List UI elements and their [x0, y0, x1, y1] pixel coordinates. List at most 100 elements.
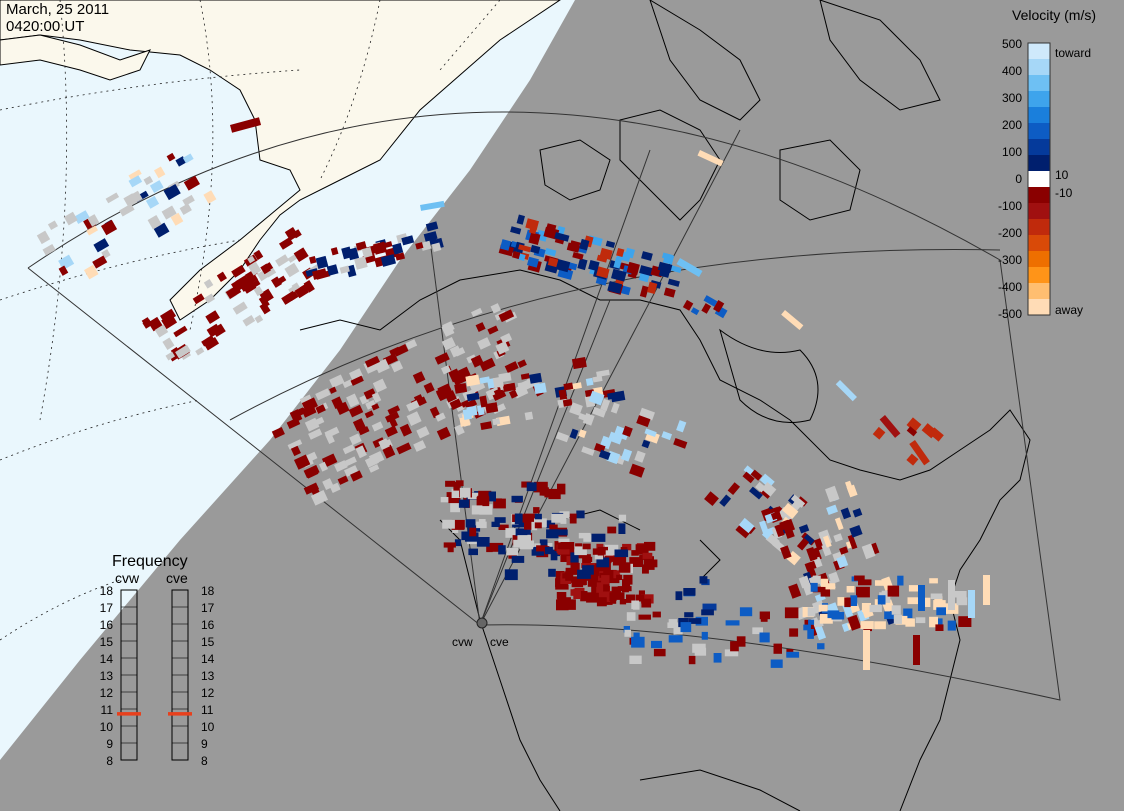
radar-echo-cell: [534, 513, 542, 520]
radar-echo-cell: [861, 603, 871, 612]
frequency-tick-label: 10: [201, 720, 215, 734]
radar-echo-cell: [523, 513, 537, 522]
radar-echo-cell: [288, 291, 299, 302]
radar-echo-cell: [570, 558, 579, 567]
radar-echo-cell: [289, 409, 303, 423]
radar-echo-cell: [521, 481, 532, 488]
radar-echo-cell: [891, 605, 901, 615]
radar-echo-cell: [582, 565, 594, 575]
frequency-tick-label: 15: [201, 635, 215, 649]
radar-echo-cell: [293, 247, 309, 263]
radar-echo-cell: [559, 511, 570, 519]
radar-echo-cell: [275, 254, 290, 267]
radar-echo-cell: [913, 635, 920, 665]
radar-echo-cell: [860, 621, 874, 630]
radar-echo-cell: [203, 190, 217, 204]
radar-echo-cell: [749, 486, 763, 500]
radar-echo-cell: [477, 337, 491, 350]
radar-echo-cell: [530, 522, 538, 531]
frequency-legend: Frequency cvw cve 18 18 17 17 16 16 15 15 14 14 13…: [100, 553, 215, 768]
radar-echo-cell: [948, 580, 955, 610]
radar-echo-cell: [449, 398, 463, 411]
radar-echo-cell: [930, 593, 943, 599]
radar-echo-cell: [909, 440, 930, 466]
radar-echo-cell: [514, 513, 523, 525]
radar-echo-cell: [544, 223, 557, 236]
radar-echo-cell: [143, 175, 154, 186]
radar-echo-cell: [216, 271, 227, 283]
radar-echo-cell: [443, 542, 456, 548]
radar-echo-cell: [569, 428, 579, 440]
radar-echo-cell: [644, 556, 654, 568]
radar-echo-cell: [587, 575, 597, 587]
radar-echo-cell: [530, 244, 541, 254]
radar-echo-cell: [784, 607, 799, 619]
radar-echo-cell: [727, 482, 741, 496]
radar-echo-cell: [42, 243, 56, 256]
radar-echo-cell: [448, 493, 461, 504]
radar-echo-cell: [334, 460, 348, 472]
radar-echo-cell: [308, 428, 323, 440]
radar-echo-cell: [364, 410, 374, 419]
radar-sites: cvw cve: [452, 617, 509, 649]
radar-echo-cell: [846, 586, 855, 593]
radar-echo-cell: [204, 293, 216, 304]
radar-echo-cell: [487, 325, 499, 335]
radar-echo-cell: [179, 203, 192, 215]
radar-echo-cell: [517, 381, 529, 391]
radar-echo-cell: [389, 346, 401, 357]
radar-echo-cell: [725, 620, 740, 626]
radar-echo-cell: [567, 599, 576, 610]
radar-echo-cell: [631, 550, 639, 556]
radar-echo-cell: [335, 401, 350, 416]
radar-echo-cell: [511, 495, 523, 503]
radar-echo-cell: [759, 520, 769, 534]
radar-echo-cell: [511, 555, 525, 563]
radar-echo-cell: [929, 578, 938, 584]
radar-echo-cell: [618, 514, 627, 522]
radar-echo-cell: [529, 372, 543, 384]
radar-echo-cell: [294, 284, 309, 299]
radar-echo-cell: [781, 309, 804, 331]
velocity-tick-label: -100: [998, 199, 1022, 213]
radar-echo-cell: [555, 431, 570, 443]
radar-echo-cell: [566, 556, 573, 566]
radar-echo-cell: [249, 279, 261, 290]
radar-echo-cell: [702, 603, 717, 611]
radar-echo-cell: [661, 431, 673, 441]
radar-echo-cell: [836, 555, 849, 569]
radar-echo-cell: [633, 632, 640, 641]
radar-echo-cell: [759, 632, 770, 643]
radar-echo-cell: [881, 590, 892, 597]
velocity-tick-label: 0: [1015, 172, 1022, 186]
radar-echo-cell: [958, 616, 972, 627]
radar-echo-cell: [773, 643, 782, 654]
radar-echo-cell: [632, 601, 640, 610]
radar-echo-cell: [339, 265, 350, 274]
radar-echo-cell: [154, 166, 166, 179]
radar-echo-cell: [697, 150, 724, 167]
radar-echo-cell: [831, 611, 845, 620]
radar-echo-cell: [779, 519, 791, 531]
radar-echo-cell: [622, 425, 633, 437]
radar-echo-cell: [624, 629, 631, 637]
radar-echo-cell: [154, 324, 169, 338]
radar-echo-cell: [350, 375, 364, 386]
radar-echo-cell: [548, 568, 556, 577]
radar-echo-cell: [572, 252, 584, 260]
radar-echo-cell: [667, 622, 679, 628]
frequency-tick-label: 14: [100, 652, 114, 666]
radar-echo-cell: [493, 387, 506, 400]
radar-echo-cell: [548, 488, 561, 500]
radar-echo-cell: [599, 247, 613, 260]
radar-echo-cell: [161, 313, 178, 330]
radar-echo-cell: [479, 395, 488, 408]
radar-echo-cell: [492, 417, 501, 426]
radar-echo-cell: [290, 445, 301, 457]
radar-echo-cell: [752, 627, 763, 635]
radar-echo-cell: [623, 626, 630, 633]
radar-echo-cell: [440, 497, 450, 503]
radar-echo-cell: [874, 621, 886, 630]
frequency-tick-label: 12: [100, 686, 114, 700]
radar-echo-cell: [576, 552, 587, 559]
